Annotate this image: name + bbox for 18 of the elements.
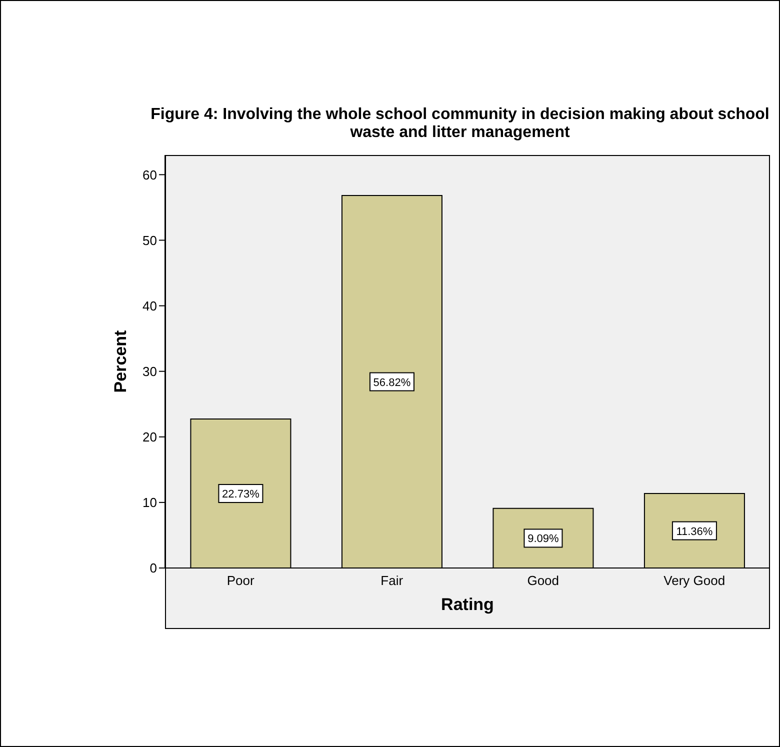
x-axis-title: Rating [441, 595, 494, 614]
y-tick-label: 20 [142, 430, 157, 445]
data-label: 56.82% [373, 376, 411, 389]
y-tick-label: 60 [142, 167, 157, 182]
data-label: 11.36% [676, 526, 713, 538]
x-tick-label: Fair [380, 573, 404, 588]
x-tick-label: Good [527, 573, 560, 588]
y-tick-label: 30 [142, 364, 157, 379]
x-tick-label: Very Good [664, 573, 726, 588]
chart-title: Figure 4: Involving the whole school community in decision making about school waste and litter management [150, 106, 770, 142]
x-tick-label: Poor [226, 573, 256, 588]
y-tick-label: 10 [142, 495, 157, 510]
y-tick-label: 40 [142, 298, 157, 314]
data-label: 9.09% [528, 533, 560, 546]
data-label: 22.73% [222, 488, 260, 500]
y-axis-title: Percent [111, 330, 130, 393]
y-tick-label: 0 [150, 560, 157, 576]
y-tick-label: 50 [142, 232, 157, 248]
